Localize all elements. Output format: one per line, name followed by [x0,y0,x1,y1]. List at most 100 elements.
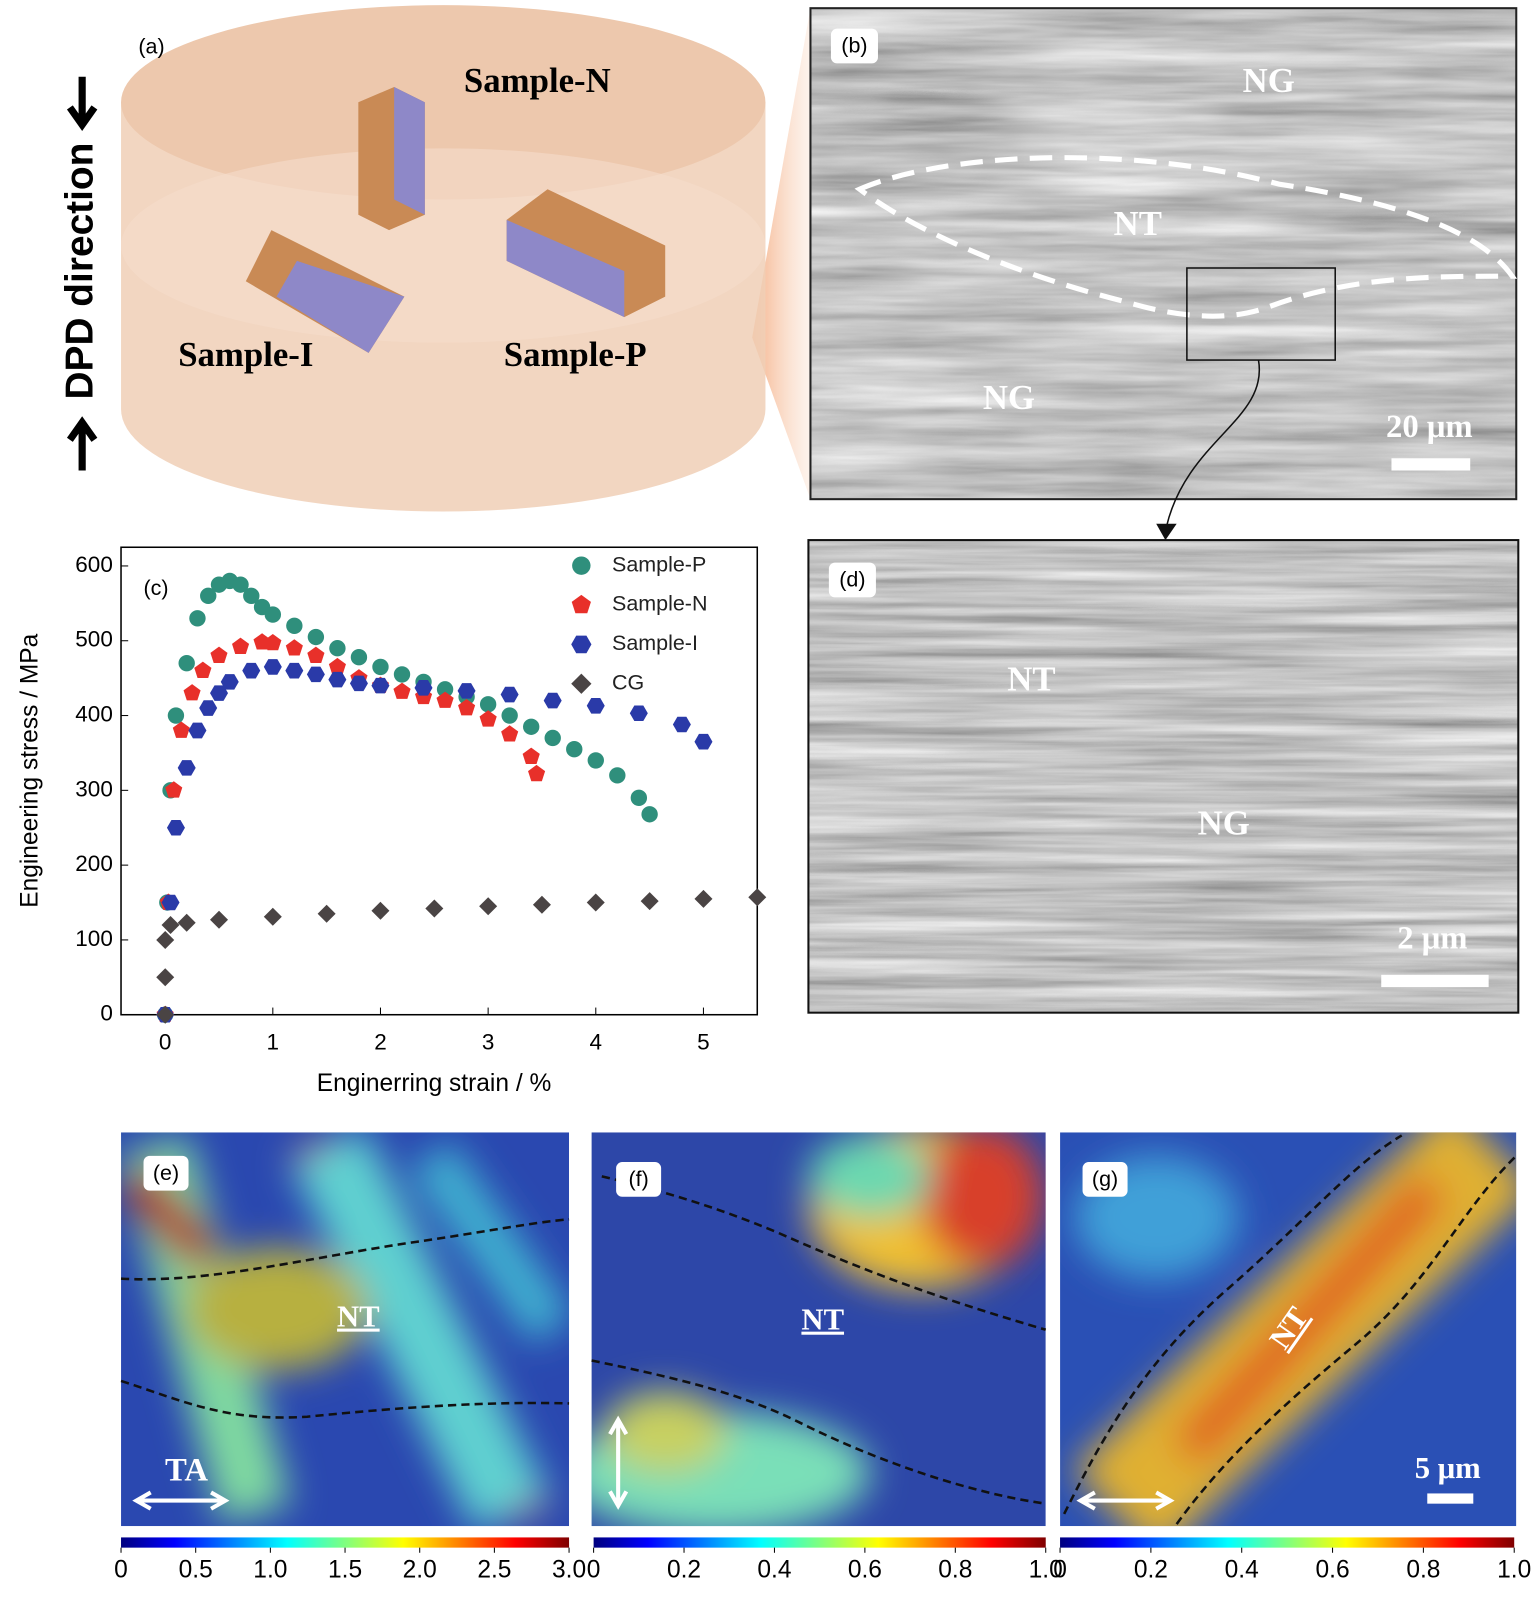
y-axis-label: Engineering stress / MPa [16,633,43,907]
scale-bar [1381,974,1489,988]
marker [566,741,583,758]
marker [371,901,390,920]
y-tick-label: 400 [75,701,113,726]
label-box [828,562,876,598]
region-label: NT [1114,204,1162,243]
colorbar-tick-label: 0 [1053,1557,1067,1584]
x-tick-label: 2 [374,1029,387,1054]
marker [188,722,207,739]
scale-label: 2 μm [1397,921,1467,957]
marker [263,907,282,926]
marker [586,698,605,714]
marker [220,674,239,690]
marker [694,733,713,750]
sample-label: Sample-P [504,335,647,374]
y-tick-label: 600 [75,552,113,577]
marker [544,729,561,747]
zoom-cone [752,8,811,500]
marker [172,721,190,738]
tensile-arrow [608,1415,629,1510]
x-tick-label: 0 [159,1029,172,1054]
marker [183,684,201,701]
marker [194,661,212,678]
colorbar-tick-label: 1.0 [253,1557,287,1584]
colorbar-tick-label: 0.6 [848,1557,882,1584]
marker [161,894,180,911]
colorbar-tick-label: 0.2 [1134,1557,1168,1584]
region-label: NT [801,1303,844,1337]
marker [210,646,228,663]
marker [349,675,368,692]
marker [587,752,604,769]
marker [500,686,519,703]
scale-bar [1391,458,1471,471]
region-label: NG [1198,803,1250,842]
x-tick-label: 1 [267,1029,280,1054]
marker [156,1005,175,1024]
frame [809,7,1518,501]
sample-i-shape [245,230,405,353]
marker [543,692,562,709]
panel-e: (e) NT TA [120,1132,570,1527]
marker [307,646,325,663]
colorbar-tick-label: 0 [587,1557,601,1584]
colorbar-tick-label: 0.4 [1225,1557,1259,1584]
marker [167,707,185,724]
marker [640,892,659,911]
marker [329,640,346,657]
marker [161,916,180,935]
marker [232,576,249,593]
direction-label: DPD direction [58,143,101,400]
label-box [143,1155,189,1191]
marker [264,606,282,623]
marker [350,649,368,666]
nt-boundary [591,1175,1047,1505]
marker [200,587,217,605]
colorbar-tick-label: 0.6 [1315,1557,1349,1584]
x-tick-label: 5 [697,1029,710,1054]
nt-outline [854,155,1518,319]
marker [232,637,250,655]
y-tick-label: 300 [75,776,113,801]
frame [807,539,1520,1014]
colorbar-tick-label: 1.0 [1497,1557,1531,1584]
marker [393,682,411,699]
nt-boundary [120,1218,570,1419]
colorbar-tick-label: 1.0 [1029,1557,1063,1584]
tensile-arrow [1076,1490,1175,1511]
colorbar-tick-label: 0.8 [1406,1557,1440,1584]
y-tick-label: 100 [75,926,113,951]
panel-d: (d) NT NG 2 μm [807,539,1520,1014]
marker [672,716,691,733]
panel-label: (a) [138,35,164,59]
marker [285,662,304,679]
legend-marker [571,673,592,694]
scale-label: 5 μm [1415,1451,1481,1485]
marker [243,587,260,605]
colorbar [593,1537,1046,1548]
marker [328,657,346,675]
label-box [616,1162,662,1197]
marker [285,639,303,656]
panel-label: (f) [628,1167,648,1191]
marker [532,895,551,914]
scale-label: 20 μm [1386,409,1473,445]
panel-label: (g) [1092,1167,1118,1191]
marker [371,677,390,694]
x-axis-label: Enginerring strain / % [317,1070,552,1097]
colorbar-tick-label: 0.5 [179,1557,213,1584]
colorbar-tick-label: 2.0 [403,1557,437,1584]
legend-label: CG [612,670,644,694]
marker [425,899,444,918]
marker [263,659,282,675]
marker [189,610,206,627]
marker [641,806,658,823]
marker [242,662,261,679]
marker [609,767,626,784]
nt-boundary [1062,1134,1518,1525]
marker [199,700,218,716]
scale-bar [1427,1493,1474,1504]
marker [479,710,497,727]
panel-label: (e) [153,1161,179,1185]
